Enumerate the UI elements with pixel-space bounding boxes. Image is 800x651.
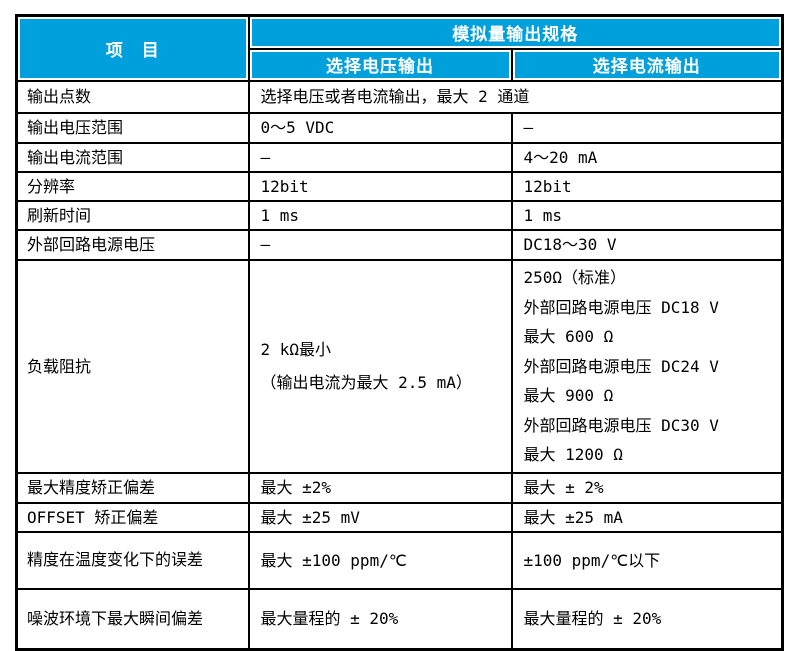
cell-current: — [510,111,784,144]
cell-current: 250Ω（标准） 外部回路电源电压 DC18 V 最大 600 Ω 外部回路电源… [510,259,784,474]
cell-voltage: 12bit [247,170,513,202]
row-label-output-voltage-range: 输出电压范围 [15,111,250,144]
cell-current: 最大 ±25 mA [510,501,784,533]
cell-voltage: 2 kΩ最小 （输出电流为最大 2.5 mA） [247,259,513,474]
cell-voltage: — [247,229,513,262]
cell-current: 4～20 mA [510,141,784,173]
table-row: 刷新时间 1 ms 1 ms [15,199,784,232]
header-current-output-column: 选择电流输出 [510,47,784,82]
row-label-output-points: 输出点数 [15,79,250,114]
row-label-resolution: 分辨率 [15,170,250,202]
cell-current: 最大量程的 ± 20% [510,587,784,651]
row-label-refresh-time: 刷新时间 [15,199,250,232]
header-item-column: 项 目 [15,14,250,82]
cell-voltage: 最大量程的 ± 20% [247,587,513,651]
row-label-offset-correction-deviation: OFFSET 矫正偏差 [15,501,250,533]
cell-current: ±100 ppm/℃以下 [510,530,784,590]
cell-voltage: 最大 ±25 mV [247,501,513,533]
table-row: 噪波环境下最大瞬间偏差 最大量程的 ± 20% 最大量程的 ± 20% [15,587,784,651]
table-row: 精度在温度变化下的误差 最大 ±100 ppm/℃ ±100 ppm/℃以下 [15,530,784,590]
cell-voltage: 最大 ±2% [247,471,513,504]
table-row: 外部回路电源电压 — DC18～30 V [15,229,784,262]
table-row: 负载阻抗 2 kΩ最小 （输出电流为最大 2.5 mA） 250Ω（标准） 外部… [15,259,784,474]
row-label-noise-max-transient-deviation: 噪波环境下最大瞬间偏差 [15,587,250,651]
table-row: 最大精度矫正偏差 最大 ±2% 最大 ± 2% [15,471,784,504]
table-row: 输出点数 选择电压或者电流输出，最大 2 通道 [15,79,784,114]
table-row: OFFSET 矫正偏差 最大 ±25 mV 最大 ±25 mA [15,501,784,533]
row-label-load-impedance: 负载阻抗 [15,259,250,474]
analog-output-spec-table: 项 目 模拟量输出规格 选择电压输出 选择电流输出 输出点数 选择电压或者电流输… [15,14,784,651]
cell-current: 12bit [510,170,784,202]
header-group-title: 模拟量输出规格 [247,14,784,50]
table-row: 分辨率 12bit 12bit [15,170,784,202]
row-label-external-loop-supply-voltage: 外部回路电源电压 [15,229,250,262]
row-label-accuracy-temperature-error: 精度在温度变化下的误差 [15,530,250,590]
cell-current: DC18～30 V [510,229,784,262]
cell-output-points: 选择电压或者电流输出，最大 2 通道 [247,79,784,114]
row-label-output-current-range: 输出电流范围 [15,141,250,173]
cell-voltage: 最大 ±100 ppm/℃ [247,530,513,590]
header-voltage-output-column: 选择电压输出 [247,47,513,82]
row-label-max-accuracy-correction-deviation: 最大精度矫正偏差 [15,471,250,504]
cell-current: 1 ms [510,199,784,232]
cell-voltage: 0～5 VDC [247,111,513,144]
cell-voltage: 1 ms [247,199,513,232]
table-row: 输出电压范围 0～5 VDC — [15,111,784,144]
table-row: 输出电流范围 — 4～20 mA [15,141,784,173]
cell-voltage: — [247,141,513,173]
cell-current: 最大 ± 2% [510,471,784,504]
